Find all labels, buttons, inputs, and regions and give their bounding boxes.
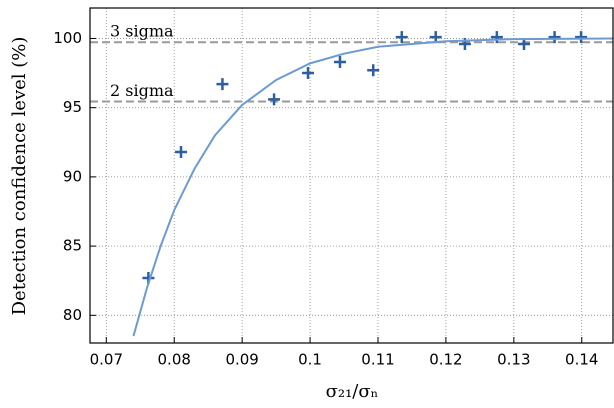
fit-line [132,37,614,337]
point [367,64,380,77]
x-axis-label: σ₂₁/σₙ [326,381,379,402]
point [333,55,346,68]
point [395,31,408,44]
x-tick-label: 0.14 [565,351,598,369]
point [175,145,188,158]
reference-label: 2 sigma [110,81,174,100]
x-tick-label: 0.11 [361,351,394,369]
plot-frame [89,7,614,344]
reference-label: 3 sigma [110,22,174,41]
x-tick-label: 0.12 [429,351,462,369]
x-tick-label: 0.1 [298,351,322,369]
point [548,31,561,44]
x-tick-label: 0.07 [90,351,123,369]
point [575,31,588,44]
y-tick-label: 85 [63,237,82,255]
point [302,67,315,80]
x-tick-label: 0.13 [497,351,530,369]
y-tick-label: 100 [53,29,82,47]
x-tick-label: 0.08 [158,351,191,369]
y-tick-label: 90 [63,167,82,185]
y-tick-label: 95 [63,98,82,116]
y-tick-label: 80 [63,306,82,324]
x-tick-label: 0.09 [225,351,258,369]
point [216,78,229,91]
point [490,31,503,44]
point [268,93,281,106]
y-axis-label: Detection confidence level (%) [9,37,30,316]
